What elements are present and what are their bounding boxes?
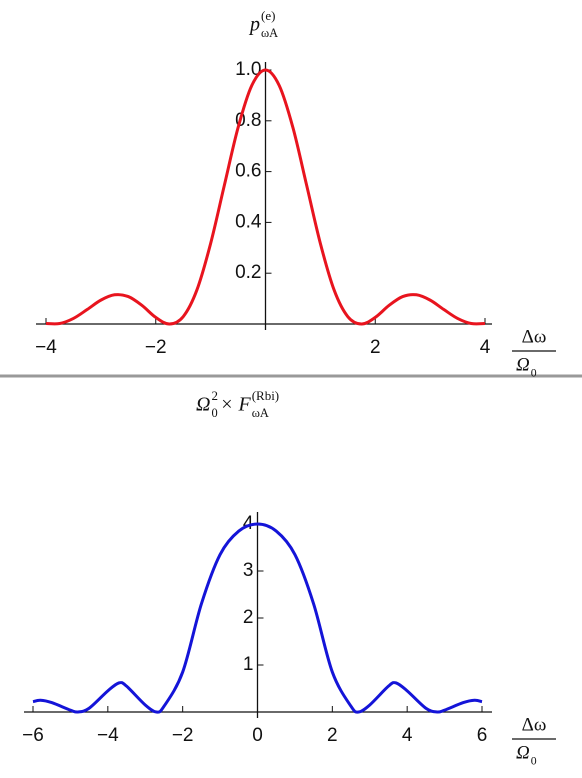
x-label-denominator-sub: 0 <box>531 366 537 379</box>
y-tick-label: 3 <box>243 560 254 581</box>
chart-title-sub: ωA <box>252 406 269 420</box>
x-tick-label: 2 <box>327 725 338 746</box>
chart-title: Ω <box>196 394 210 416</box>
x-tick-label: 4 <box>480 337 491 358</box>
y-tick-label: 0.6 <box>235 161 261 182</box>
y-tick-label: 0.4 <box>235 211 262 232</box>
x-tick-label: −6 <box>22 725 44 746</box>
y-tick-label: 1.0 <box>235 59 261 80</box>
x-tick-label: −4 <box>97 725 119 746</box>
x-tick-label: −2 <box>145 337 167 358</box>
curve <box>32 522 483 714</box>
x-tick-label: −2 <box>172 725 194 746</box>
curve <box>45 68 486 326</box>
chart-title: × F <box>220 394 251 416</box>
chart-title-sub: ωA <box>261 26 278 40</box>
x-label-denominator: Ω <box>516 354 530 375</box>
y-tick-label: 1 <box>243 654 254 675</box>
x-tick-label: 0 <box>252 725 263 746</box>
x-label-denominator-sub: 0 <box>531 754 537 767</box>
chart-title-sup: 2 <box>211 388 218 403</box>
chart-title: p <box>248 14 260 36</box>
x-tick-label: 6 <box>477 725 488 746</box>
y-tick-label: 4 <box>243 513 254 534</box>
y-tick-label: 2 <box>243 607 254 628</box>
x-label-numerator: Δω <box>522 714 547 735</box>
chart-title-sup: (e) <box>261 8 275 23</box>
x-label-numerator: Δω <box>522 326 547 347</box>
y-tick-label: 0.2 <box>235 262 261 283</box>
x-label-denominator: Ω <box>516 742 530 763</box>
chart-title-sub: 0 <box>211 406 217 420</box>
x-tick-label: 2 <box>370 337 381 358</box>
x-tick-label: −4 <box>35 337 57 358</box>
chart-title-sup: (Rbi) <box>252 388 279 403</box>
x-tick-label: 4 <box>402 725 413 746</box>
